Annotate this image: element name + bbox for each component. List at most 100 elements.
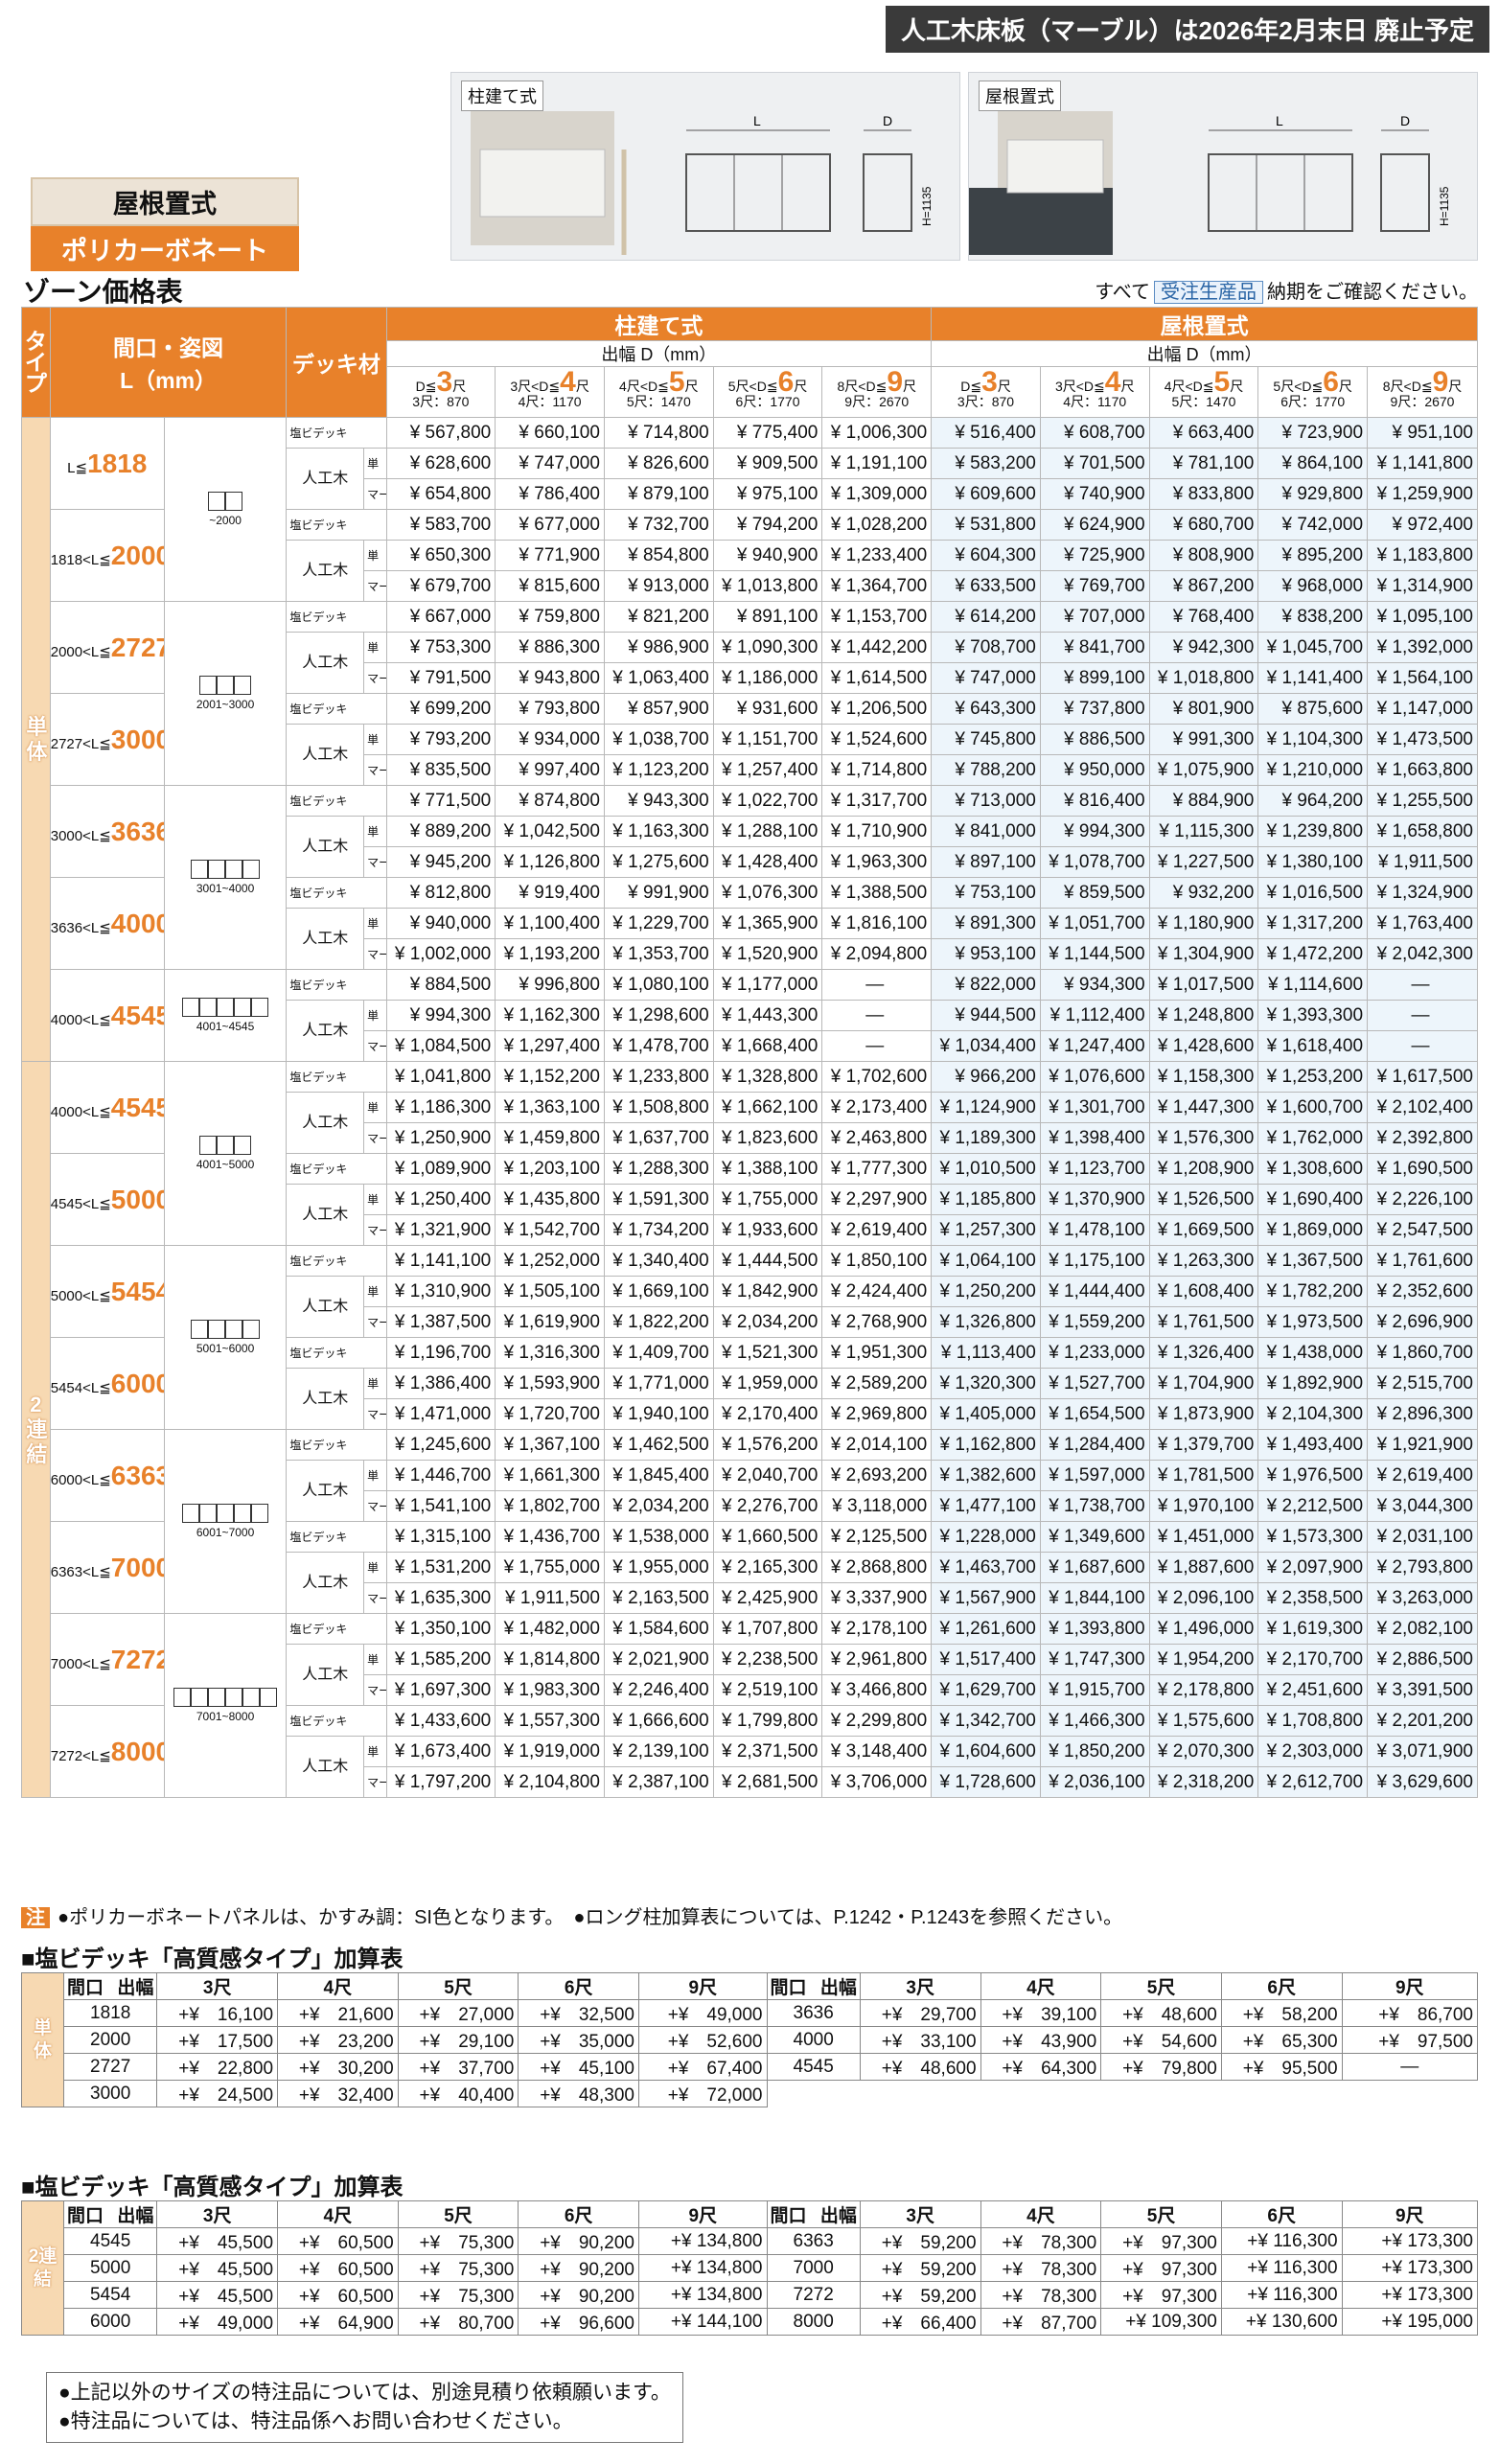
price-cell: ¥ 1,557,300	[495, 1705, 605, 1737]
add-col-header: 5尺	[397, 2200, 519, 2228]
price-cell: ¥ 835,500	[385, 754, 496, 786]
deck-label: 単 色	[363, 1092, 387, 1123]
artificial-wood-label: 人工木	[286, 816, 365, 878]
price-cell: ¥ 1,175,100	[1039, 1245, 1150, 1277]
price-row: 単体 L≦1818 ~2000 塩ビデッキ ¥ 567,800 ¥ 660,100 ¥ 71…	[21, 417, 1478, 1062]
price-cell: ¥ 1,115,300	[1148, 816, 1259, 847]
price-cell: ¥ 1,051,700	[1039, 908, 1150, 939]
projection-header: 3尺<D≦4尺 4尺：1170	[495, 366, 605, 418]
d-sub: 6尺：1770	[1280, 394, 1346, 409]
price-cell: ¥ 1,252,000	[495, 1245, 605, 1277]
price-cell: ¥ 1,326,800	[931, 1306, 1041, 1338]
fence-pane-icon	[199, 676, 218, 695]
add-value: +¥ 64,300	[980, 2053, 1102, 2081]
price-cell: ¥ 1,451,000	[1148, 1521, 1259, 1553]
deck-label: 単 色	[363, 448, 387, 479]
fence-figure	[165, 860, 286, 882]
price-cell: ¥ 1,505,100	[495, 1276, 605, 1307]
deck-label: 単 色	[363, 816, 387, 847]
price-cell: ¥ 2,387,100	[603, 1766, 714, 1798]
price-cell: ¥ 2,886,500	[1367, 1644, 1478, 1675]
price-cell: ¥ 1,250,900	[385, 1122, 496, 1154]
dim-d-label: D	[883, 113, 892, 128]
size-figure-cell: 7001~8000	[163, 1613, 288, 1798]
d-post: 尺	[1120, 379, 1135, 394]
price-cell: ¥ 2,094,800	[821, 938, 933, 970]
price-cell: ¥ 3,118,000	[821, 1490, 933, 1522]
deck-label: 塩ビデッキ	[286, 1153, 387, 1185]
price-cell: ¥ 701,500	[1039, 448, 1150, 479]
price-cell: ¥ 951,100	[1367, 417, 1478, 449]
price-cell: ¥ 1,141,100	[385, 1245, 496, 1277]
price-cell: ¥ 1,248,800	[1148, 1000, 1259, 1031]
artificial-wood-label: 人工木	[286, 1184, 365, 1246]
price-cell: ¥ 1,734,200	[603, 1214, 714, 1246]
price-cell: ¥ 753,100	[931, 877, 1041, 909]
price-cell: ¥ 942,300	[1148, 632, 1259, 663]
price-cell: ¥ 1,010,500	[931, 1153, 1041, 1185]
price-cell: ¥ 663,400	[1148, 417, 1259, 449]
price-cell: ¥ 2,097,900	[1257, 1552, 1369, 1583]
deck-label: 塩ビデッキ	[286, 601, 387, 633]
price-row: マーブル¥ 1,250,900¥ 1,459,800¥ 1,637,700¥ 1…	[22, 1122, 1478, 1154]
price-cell: ¥ 996,800	[495, 969, 605, 1001]
price-cell: ¥ 2,681,500	[712, 1766, 823, 1798]
note-text: ●ロング柱加算表については、P.1242・P.1243を参照ください。	[573, 1907, 1123, 1928]
add-col-header: 6尺	[1220, 2200, 1343, 2228]
price-cell: ¥ 2,896,300	[1367, 1398, 1478, 1430]
price-cell: ¥ 2,173,400	[821, 1092, 933, 1123]
add-value: +¥ 49,000	[156, 2308, 279, 2336]
artificial-wood-label: 人工木	[286, 1092, 365, 1154]
artificial-wood-label: 人工木	[286, 1276, 365, 1338]
price-cell: ¥ 1,353,700	[603, 938, 714, 970]
add-value: +¥ 37,700	[397, 2053, 519, 2081]
add-value: +¥ 33,100	[859, 2026, 981, 2054]
fence-figure	[165, 1504, 286, 1526]
price-cell: ¥ 1,973,500	[1257, 1306, 1369, 1338]
price-cell: ¥ 1,955,000	[603, 1552, 714, 1583]
price-cell: ¥ 2,014,100	[821, 1429, 933, 1461]
add-row-label: 6363	[766, 2227, 861, 2255]
artificial-wood-label: 人工木	[286, 1552, 365, 1614]
add-value: +¥ 79,800	[1100, 2053, 1222, 2081]
price-cell: ¥ 624,900	[1039, 509, 1150, 541]
price-cell: ¥ 1,114,600	[1257, 969, 1369, 1001]
price-row: マーブル¥ 654,800¥ 786,400¥ 879,100¥ 975,100…	[22, 478, 1478, 510]
price-cell: ¥ 891,300	[931, 908, 1041, 939]
price-cell: ¥ 1,288,300	[603, 1153, 714, 1185]
price-cell: ¥ 841,700	[1039, 632, 1150, 663]
price-cell: ¥ 1,524,600	[821, 724, 933, 755]
col-deck-header: デッキ材	[286, 307, 387, 418]
size-max: 6000	[110, 1368, 163, 1398]
d-pre: 4尺<D≦	[1164, 379, 1214, 394]
add-row: 2727 +¥ 22,800 +¥ 30,200 +¥ 37,700 +¥ 45,100…	[22, 2053, 1479, 2081]
price-cell: ¥ 3,044,300	[1367, 1490, 1478, 1522]
price-cell: ¥ 1,517,400	[931, 1644, 1041, 1675]
price-cell: ¥ 1,153,700	[821, 601, 933, 633]
add-row-label: 4000	[766, 2026, 861, 2054]
fence-figure	[165, 998, 286, 1020]
price-cell: ¥ 771,500	[385, 785, 496, 817]
d-big: 4	[1104, 366, 1121, 398]
d-pre: 5尺<D≦	[1273, 379, 1324, 394]
price-cell: ¥ 1,189,300	[931, 1122, 1041, 1154]
add-value: +¥ 45,500	[156, 2254, 279, 2282]
add-value: +¥ 95,500	[1220, 2053, 1343, 2081]
price-cell: ¥ 2,303,000	[1257, 1736, 1369, 1767]
add-col-header: 9尺	[637, 2200, 768, 2228]
price-cell: ¥ 1,191,100	[821, 448, 933, 479]
price-cell: ¥ 737,800	[1039, 693, 1150, 725]
price-cell: ¥ 1,892,900	[1257, 1368, 1369, 1399]
price-cell: ¥ 2,463,800	[821, 1122, 933, 1154]
artificial-wood-label: 人工木	[286, 540, 365, 602]
price-cell: ¥ 791,500	[385, 662, 496, 694]
price-cell: ¥ 1,463,700	[931, 1552, 1041, 1583]
price-cell: ¥ 816,400	[1039, 785, 1150, 817]
price-cell: ¥ 1,951,300	[821, 1337, 933, 1369]
d-big: 5	[1213, 366, 1231, 398]
price-cell: ¥ 1,702,600	[821, 1061, 933, 1093]
price-cell: ¥ 1,443,300	[712, 1000, 823, 1031]
add-value: +¥ 39,100	[980, 1999, 1102, 2027]
